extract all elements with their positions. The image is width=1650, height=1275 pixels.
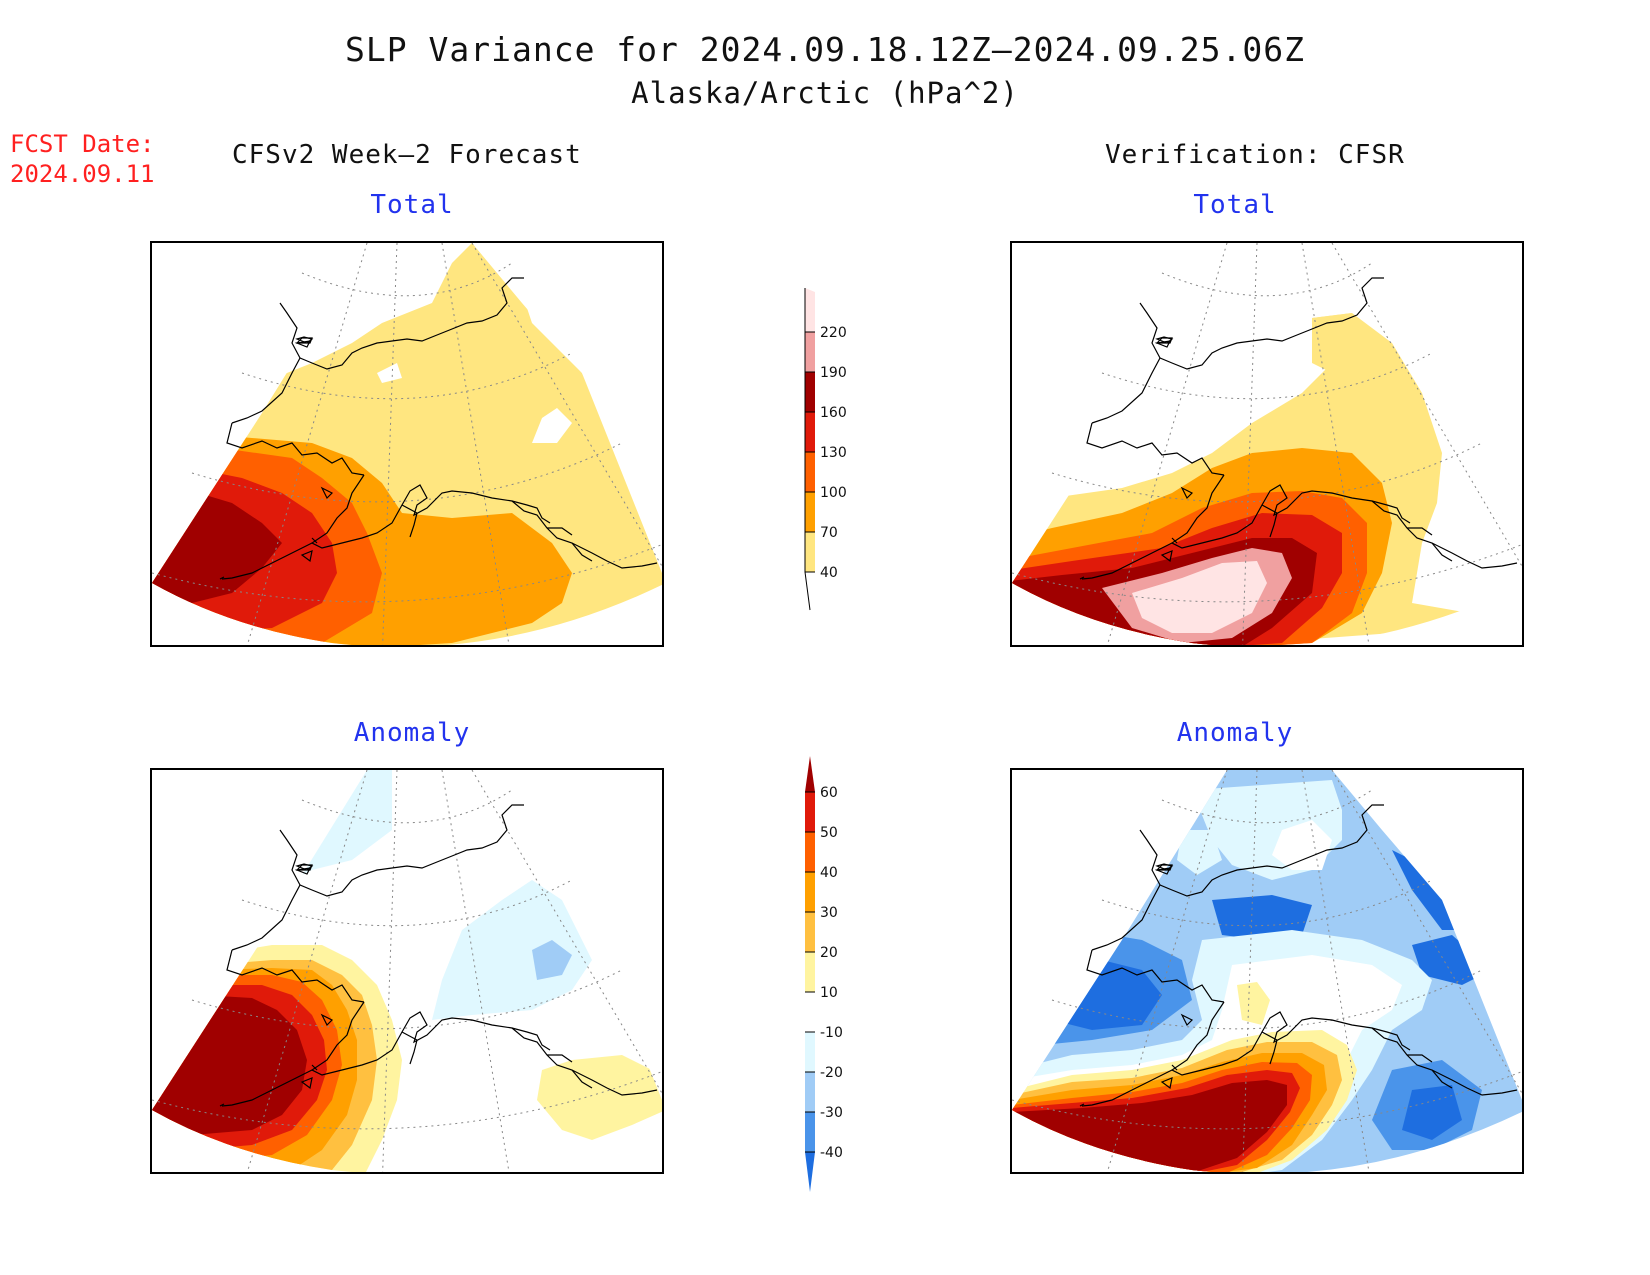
tick-label: 160 <box>820 405 847 421</box>
verification-anomaly-label: Anomaly <box>1176 718 1294 748</box>
swatch-neg30-neg20 <box>805 1072 815 1112</box>
main-title: SLP Variance for 2024.09.18.12Z—2024.09.… <box>345 30 1305 69</box>
tick-label: 220 <box>820 325 847 341</box>
tick-label: 10 <box>820 985 838 1001</box>
swatch-40-70 <box>805 532 815 572</box>
tick-label: -10 <box>820 1025 843 1041</box>
total-colorbar: 40 70 100 130 160 190 220 <box>804 288 847 611</box>
tick-label: 190 <box>820 365 847 381</box>
verification-total-map <box>1010 241 1524 647</box>
tick-label: -30 <box>820 1105 843 1121</box>
swatch-190-220 <box>805 332 815 372</box>
total-colorbar-swatches <box>805 288 815 572</box>
anomaly-colorbar: 60 50 40 30 20 10 -10 -20 -30 -40 <box>805 756 843 1192</box>
swatch-above-220 <box>805 288 815 332</box>
tick-label: 30 <box>820 905 838 921</box>
tick-label: 40 <box>820 565 838 581</box>
swatch-50-60 <box>805 792 815 832</box>
swatch-below-neg40 <box>805 1152 815 1192</box>
fcst-date-label: FCST Date: <box>10 130 155 158</box>
tick-label: -40 <box>820 1145 843 1161</box>
swatch-70-100 <box>805 492 815 532</box>
forecast-anomaly-label: Anomaly <box>353 718 471 748</box>
swatch-neg10-10 <box>805 992 815 1032</box>
swatch-above-60 <box>805 756 815 792</box>
forecast-column-header: CFSv2 Week—2 Forecast <box>232 140 582 170</box>
tick-label: 70 <box>820 525 838 541</box>
tick-label: 20 <box>820 945 838 961</box>
forecast-total-map <box>150 241 664 647</box>
swatch-neg40-neg30 <box>805 1112 815 1152</box>
tick-label: 40 <box>820 865 838 881</box>
tick-label: 130 <box>820 445 847 461</box>
verification-total-label: Total <box>1193 190 1277 220</box>
fcst-date-value: 2024.09.11 <box>10 160 155 188</box>
swatch-130-160 <box>805 412 815 452</box>
tick-label: 100 <box>820 485 847 501</box>
swatch-20-30 <box>805 912 815 952</box>
forecast-total-label: Total <box>370 190 454 220</box>
swatch-10-20 <box>805 952 815 992</box>
subtitle: Alaska/Arctic (hPa^2) <box>631 76 1019 110</box>
verification-column-header: Verification: CFSR <box>1105 140 1405 170</box>
verification-anomaly-map <box>1010 768 1524 1174</box>
tick-label: -20 <box>820 1065 843 1081</box>
tick-label: 60 <box>820 785 838 801</box>
tick-label: 50 <box>820 825 838 841</box>
swatch-40-50 <box>805 832 815 872</box>
swatch-30-40 <box>805 872 815 912</box>
swatch-160-190 <box>805 372 815 412</box>
forecast-anomaly-map <box>150 768 664 1174</box>
swatch-neg20-neg10 <box>805 1032 815 1072</box>
swatch-100-130 <box>805 452 815 492</box>
